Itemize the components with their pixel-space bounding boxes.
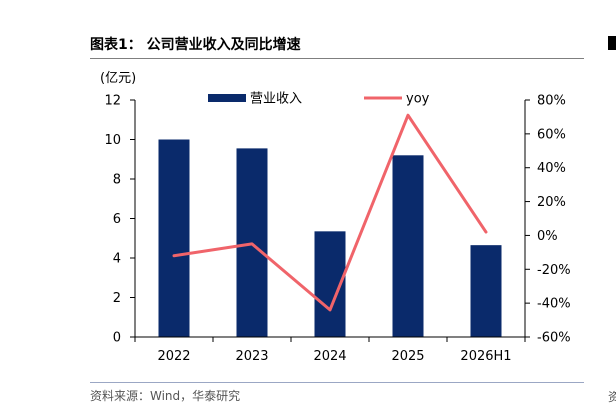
right-tick-label: -60% — [537, 331, 571, 346]
right-tick-label: -40% — [537, 297, 571, 312]
x-tick-label: 2022 — [157, 349, 190, 364]
left-tick-label: 12 — [104, 94, 121, 109]
legend-swatch-revenue — [208, 94, 246, 102]
left-tick-label: 4 — [113, 252, 121, 267]
figure-title: 图表1： 公司营业收入及同比增速 — [90, 37, 301, 53]
x-tick-label: 2024 — [313, 349, 346, 364]
x-tick-label: 2026H1 — [460, 349, 511, 364]
right-tick-label: 60% — [537, 127, 566, 142]
yoy-line — [172, 113, 488, 312]
source-divider — [90, 382, 584, 383]
adjacent-figure-source-fragment: 资 — [608, 390, 616, 404]
legend-label-revenue: 营业收入 — [250, 92, 302, 107]
title-divider — [90, 58, 584, 59]
x-tick-label: 2023 — [235, 349, 268, 364]
revenue-yoy-chart: 0 2 4 6 8 10 12 -60% -40% -20% 0% 20% 40% 60% 80% 202… — [100, 71, 571, 364]
right-tick-label: 80% — [537, 94, 566, 109]
legend-label-yoy: yoy — [406, 92, 430, 107]
adjacent-figure-edge — [608, 36, 616, 50]
y-axis-unit-label: (亿元) — [100, 71, 136, 86]
revenue-bar — [158, 139, 190, 337]
left-axis: 0 2 4 6 8 10 12 — [104, 94, 136, 346]
left-tick-label: 8 — [113, 173, 121, 188]
left-tick-label: 2 — [113, 291, 121, 306]
legend: 营业收入 yoy — [208, 92, 430, 107]
revenue-bar — [392, 155, 424, 337]
left-tick-label: 10 — [104, 133, 121, 148]
left-tick-label: 6 — [113, 212, 121, 227]
x-axis: 2022 2023 2024 2025 2026H1 — [134, 336, 526, 364]
source-note: 资料来源：Wind，华泰研究 — [90, 389, 241, 403]
revenue-bar — [470, 245, 502, 337]
right-tick-label: 0% — [537, 229, 558, 244]
right-axis: -60% -40% -20% 0% 20% 40% 60% 80% — [524, 94, 571, 346]
yoy-line-series — [172, 113, 488, 312]
right-tick-label: 20% — [537, 195, 566, 210]
revenue-bars — [158, 139, 502, 337]
x-tick-label: 2025 — [391, 349, 424, 364]
right-tick-label: 40% — [537, 161, 566, 176]
left-tick-label: 0 — [113, 331, 121, 346]
right-tick-label: -20% — [537, 263, 571, 278]
